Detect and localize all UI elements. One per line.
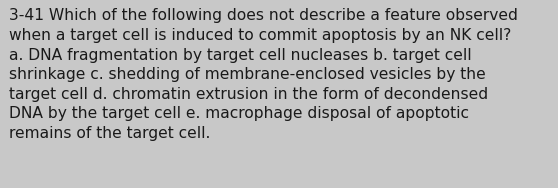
Text: 3-41 Which of the following does not describe a feature observed
when a target c: 3-41 Which of the following does not des…	[9, 8, 518, 141]
